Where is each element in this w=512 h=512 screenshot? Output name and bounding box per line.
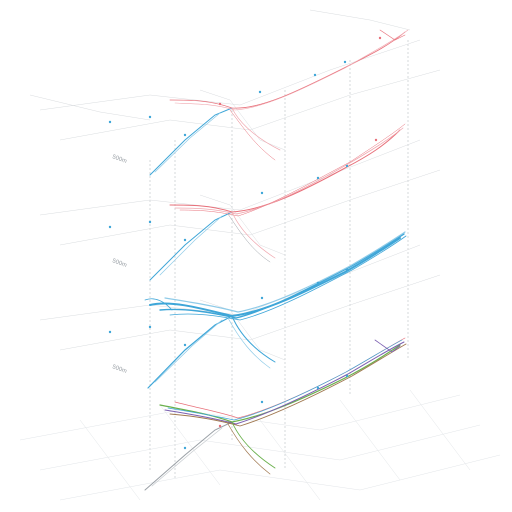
layer-1-scale-label: 500m [111,154,127,165]
layer-2-scale-label: 500m [111,258,127,269]
layer-1: 500m [29,9,441,176]
layer-3-nodes [108,268,349,347]
layer-3-scale-label: 500m [111,364,127,375]
layer-4-nodes [183,374,349,450]
layer-4-trajectories [144,337,407,491]
layer-3-base-map [39,244,441,361]
layer-2-base-map [39,139,441,256]
layer-3: 500m [39,231,441,389]
layer-4 [19,337,501,501]
layer-1-trajectories [149,29,409,176]
layer-1-nodes [108,36,382,137]
layer-2-nodes [108,138,378,242]
layer-4-base-grid [19,389,501,501]
layer-1-base-map [29,9,441,151]
layer-2: 500m [39,123,441,281]
layer-2-trajectories [149,123,406,281]
layer-3-trajectories [144,231,407,389]
